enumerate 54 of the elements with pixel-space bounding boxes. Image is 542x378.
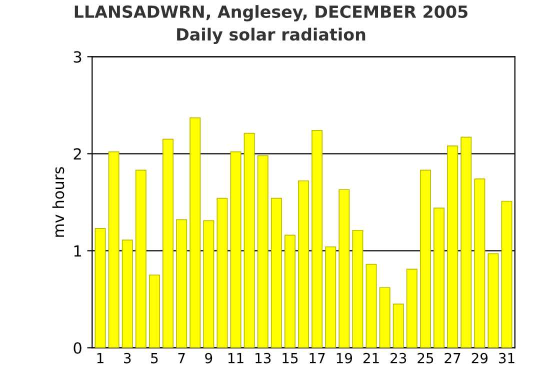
x-tick-label: 19 xyxy=(336,352,352,364)
bar xyxy=(108,151,120,348)
x-tick-label: 23 xyxy=(390,352,406,364)
bar xyxy=(216,198,228,348)
y-tick-label: 0 xyxy=(74,342,82,354)
y-tick-label: 2 xyxy=(74,148,81,160)
chart-title: LLANSADWRN, Anglesey, DECEMBER 2005 xyxy=(74,5,468,22)
y-tick-label: 3 xyxy=(74,51,82,63)
bar xyxy=(244,132,255,348)
bar xyxy=(270,198,282,348)
bar xyxy=(135,170,146,348)
x-tick-label: 15 xyxy=(282,353,298,364)
bar xyxy=(230,151,242,348)
bar xyxy=(338,189,350,348)
x-tick-label: 11 xyxy=(228,353,244,364)
bar xyxy=(257,155,268,348)
x-tick-label: 9 xyxy=(205,352,212,364)
bar xyxy=(312,130,323,348)
bar xyxy=(406,268,418,348)
bar xyxy=(392,304,404,348)
y-axis-title: mv hours xyxy=(52,167,64,237)
bar xyxy=(148,274,160,348)
x-tick-label: 21 xyxy=(363,352,379,364)
bar xyxy=(325,246,336,348)
bar xyxy=(460,136,472,348)
bar xyxy=(284,234,296,348)
x-tick-label: 27 xyxy=(444,352,460,364)
x-tick-label: 3 xyxy=(124,352,131,364)
x-tick-label: 1 xyxy=(97,353,104,364)
bar xyxy=(434,208,445,348)
x-tick-label: 31 xyxy=(498,352,514,364)
x-tick-label: 29 xyxy=(472,352,488,364)
bar xyxy=(366,264,377,348)
bar xyxy=(420,170,431,348)
x-tick-label: 17 xyxy=(310,353,325,364)
bar xyxy=(488,253,499,348)
bar xyxy=(122,240,133,348)
bar xyxy=(298,180,310,348)
x-tick-label: 13 xyxy=(256,352,271,364)
bar xyxy=(190,117,201,348)
bar xyxy=(474,178,486,348)
x-tick-label: 5 xyxy=(151,353,158,364)
bar xyxy=(501,200,512,348)
bar xyxy=(94,228,106,348)
bar xyxy=(162,138,174,348)
x-tick-label: 7 xyxy=(178,353,185,364)
bar xyxy=(352,230,364,348)
bar xyxy=(203,220,214,348)
y-tick-label: 1 xyxy=(74,245,82,257)
bar xyxy=(176,219,188,348)
x-tick-label: 25 xyxy=(418,352,434,364)
chart-subtitle: Daily solar radiation xyxy=(177,28,366,44)
bar xyxy=(379,287,390,348)
bar xyxy=(447,146,458,348)
